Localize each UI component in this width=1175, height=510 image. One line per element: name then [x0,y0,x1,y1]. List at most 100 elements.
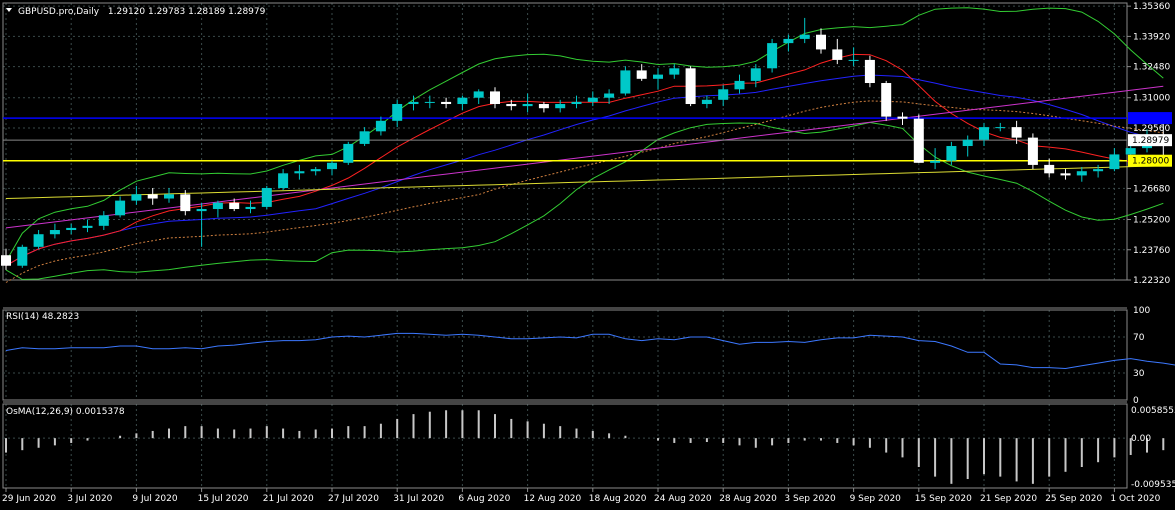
candle-body [734,80,745,90]
ma-blue [5,74,1164,267]
price-tick-label: 1.35360 [1133,2,1170,12]
rsi-line [5,332,1175,370]
date-tick-label: 3 Sep 2020 [784,494,836,504]
candle-body [441,101,452,105]
candle-body [1044,164,1055,174]
candle-body [375,120,386,132]
indicator-lines [3,7,1164,283]
candle-body [506,104,517,107]
candle-body [816,34,826,50]
rsi-label: RSI(14) 48.2823 [6,312,79,322]
panel-frame [2,309,1128,401]
candle-body [229,202,240,210]
chart-grid [3,3,1127,488]
price-axis: 1.35360 1.33920 1.32480 1.31000 1.29560 1.266… [1127,2,1172,286]
bollinger-lower [5,121,1164,280]
candle-body [832,49,843,60]
candle-body [946,146,957,161]
candle-body [848,59,859,61]
yellow-level-label: 1.28000 [1132,157,1169,167]
candle-body [571,101,582,105]
current-price-label: 1.28979 [1132,136,1169,146]
candle-body [962,139,973,147]
rsi-tick-label: 30 [1133,369,1145,379]
chart-header: GBPUSD.pro,Daily 1.29120 1.29783 1.28189… [18,7,266,17]
candle-body [1076,171,1087,176]
price-tick-label: 1.25200 [1133,216,1170,226]
candle-body [66,227,77,231]
candle-body [913,118,924,163]
candle-body [1011,127,1022,138]
trend-magenta [5,85,1164,229]
price-tick-label: 1.22320 [1133,276,1170,286]
date-tick-label: 18 Aug 2020 [589,494,647,504]
date-tick-label: 1 Oct 2020 [1110,494,1160,504]
price-tick-label: 1.23760 [1133,246,1170,256]
candle-body [261,188,272,207]
candle-body [864,59,875,84]
candle-body [212,202,223,210]
header-dropdown-icon[interactable] [6,8,12,12]
bollinger-upper [5,7,1164,262]
candle-body [180,194,191,212]
date-tick-label: 25 Sep 2020 [1045,494,1102,504]
candle-body [245,206,256,210]
candle-body [783,38,794,44]
header-ohlc: 1.29120 1.29783 1.28189 1.28979 [108,7,266,17]
date-tick-label: 12 Aug 2020 [524,494,582,504]
ichimoku-cloud-line [5,100,1164,283]
candle-body [490,91,500,105]
candle-body [278,173,289,189]
candles [1,17,1169,270]
date-tick-label: 6 Aug 2020 [458,494,510,504]
candle-body [294,171,305,174]
candle-body [1093,169,1104,172]
date-axis: 29 Jun 2020 3 Jul 2020 9 Jul 2020 15 Jul 20… [2,488,1161,504]
candle-body [636,70,647,79]
candle-body [310,169,321,172]
candle-body [979,127,989,140]
price-tick-label: 1.33920 [1133,32,1170,42]
candle-body [653,74,663,79]
price-tick-label: 1.29560 [1133,124,1170,134]
candle-body [897,116,908,119]
panel-frame [2,2,1128,281]
candle-body [82,225,93,228]
candle-body [1109,154,1120,170]
candle-body [767,43,778,69]
ma-red [5,53,1164,267]
candle-body [49,230,60,235]
date-tick-label: 31 Jul 2020 [393,494,444,504]
candle-body [408,101,419,105]
candle-body [701,99,712,105]
candle-body [522,104,533,107]
panel-frames [2,2,1128,489]
osma-tick-label: 0.0058555 [1131,406,1175,416]
date-tick-label: 29 Jun 2020 [2,494,56,504]
osma-tick-label: -0.009535 [1131,480,1175,490]
rsi-tick-label: 70 [1133,333,1145,343]
date-tick-label: 15 Jul 2020 [198,494,249,504]
current-price-box [1128,134,1172,147]
rsi-panel: 100 70 30 0 [3,306,1175,406]
candle-body [327,162,337,170]
date-tick-label: 9 Jul 2020 [132,494,177,504]
candle-body [473,91,484,98]
osma-panel: 0.0058555 0.00 -0.009535 [3,406,1175,490]
candle-body [115,200,126,216]
price-tick-label: 1.32480 [1133,63,1170,73]
panel-frame [2,403,1128,489]
candle-body [1060,173,1071,176]
candle-body [33,234,44,247]
osma-label: OsMA(12,26,9) 0.0015378 [6,407,125,417]
candle-body [685,68,696,105]
candle-body [995,127,1006,129]
candle-body [17,246,28,266]
blue-level-box [1128,112,1172,125]
candle-body [930,160,941,163]
candle-body [359,131,370,144]
candle-body [538,104,549,109]
candle-body [620,70,631,94]
date-tick-label: 24 Aug 2020 [654,494,712,504]
